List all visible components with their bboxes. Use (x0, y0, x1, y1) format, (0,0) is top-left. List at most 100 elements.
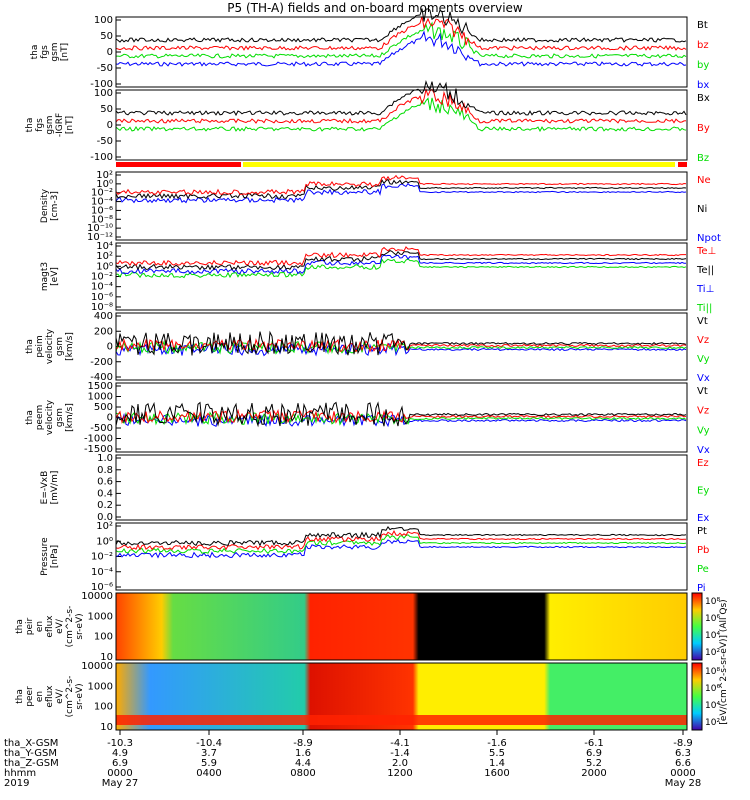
panel-frame (115, 382, 688, 453)
series-line-Vt (115, 401, 687, 428)
y-tick-label: 10⁴ (96, 241, 113, 252)
footer-value: 3.7 (201, 748, 217, 759)
y-tick-label: 10⁻² (91, 272, 113, 283)
series-line-Ne (115, 174, 687, 196)
legend-entry: Npot (697, 233, 721, 244)
ylabel-line: [nPa] (50, 545, 60, 568)
footer-value: May 27 (102, 778, 139, 789)
ylabel-line: magt3 (40, 262, 50, 291)
ylabel-line: E=-VxB (40, 471, 50, 505)
colorbar-tick-label: 10⁸ (705, 667, 720, 677)
spectrogram-image (116, 593, 687, 660)
footer-value: 5.5 (489, 748, 505, 759)
footer-value: 1200 (387, 768, 412, 779)
legend-entry: Vt (697, 386, 708, 397)
y-tick-label: 10⁻² (91, 188, 113, 199)
y-tick-label: 100 (94, 632, 113, 643)
legend-entry: bz (697, 40, 709, 51)
y-tick-label: 1.0 (97, 453, 113, 464)
ylabel-line: gsm (45, 115, 55, 134)
ylabel-line: tha (25, 118, 35, 133)
ylabel-line: gsm (55, 408, 65, 427)
footer-value: 0000 (670, 768, 695, 779)
legend-entry: Bx (697, 93, 710, 104)
mode-bar-slow (116, 162, 241, 167)
footer-value: May 28 (665, 778, 702, 789)
y-tick-label: 1000 (88, 611, 113, 622)
panel-10: tha peer en eflux eV/(cm^2-s-sr-eV) 10000 1000… (15, 661, 720, 733)
legend-entry: Ey (697, 486, 709, 497)
series-line-Vz (115, 408, 687, 425)
ylabel-line: tha (25, 410, 35, 425)
footer-value: -10.3 (107, 738, 133, 749)
y-tick-label: 0 (107, 120, 113, 131)
ylabel-line: sr-eV) (75, 613, 85, 639)
y-tick-label: 10⁰ (96, 179, 113, 190)
footer-value: 6.3 (675, 748, 691, 759)
panel-frame (115, 662, 688, 731)
series-line-Pt (115, 525, 687, 547)
legend-entry: Bz (697, 153, 709, 164)
legend-entry: by (697, 60, 709, 71)
footer-value: 4.9 (112, 748, 128, 759)
ylabel-line: tha (15, 619, 25, 634)
ylabel-line: peir (25, 617, 35, 635)
panel-3: Density [cm-3] 10²10⁰10⁻²10⁻⁴10⁻⁶10⁻⁸10⁻¹⁰… (40, 170, 721, 244)
ylabel-line: eV/ (55, 618, 65, 634)
legend-entry: Bt (697, 20, 708, 31)
y-tick-label: 10⁻⁶ (91, 582, 113, 593)
y-tick-label: -1500 (84, 444, 113, 455)
y-tick-label: 10⁻¹⁰ (87, 223, 113, 234)
y-tick-label: -400 (90, 372, 113, 383)
colorbar-tick-label: 10² (705, 718, 720, 728)
series-line-Pe (115, 534, 687, 555)
series-line-Pi (115, 538, 687, 559)
series-line-Bx (115, 79, 687, 117)
mode-bar-fast (243, 162, 675, 167)
panel-1: tha fgs gsm [nT] 100 50 0 -50 -100 Bt bz by bx (30, 8, 709, 91)
y-tick-label: -50 (97, 63, 113, 74)
legend-entry: By (697, 123, 710, 134)
series-line-Ni (115, 178, 687, 200)
ylabel-line: peer (25, 686, 35, 707)
footer-value: -4.1 (390, 738, 410, 749)
y-tick-label: 1000 (88, 681, 113, 692)
panel-frame (115, 89, 688, 161)
y-tick-label: 400 (94, 311, 113, 322)
ylabel-line: tha (25, 339, 35, 354)
legend-entry: Pt (697, 526, 707, 537)
y-tick-label: 50 (100, 31, 113, 42)
footer-value: 1600 (484, 768, 509, 779)
y-tick-label: 10⁻⁶ (91, 292, 113, 303)
panel-frame (115, 242, 688, 311)
footer-value: -8.9 (673, 738, 693, 749)
series-line-Vy (115, 411, 687, 426)
y-tick-label: 0 (107, 413, 113, 424)
legend-entry: Ex (697, 513, 709, 524)
legend-entry: Ez (697, 458, 709, 469)
footer-value: -1.6 (487, 738, 507, 749)
y-tick-label: -100 (90, 79, 113, 90)
series-line-bz (115, 16, 687, 51)
colorbar-tick-label: 10⁴ (705, 701, 720, 711)
y-tick-label: 10⁰ (96, 261, 113, 272)
y-tick-label: 0 (107, 342, 113, 353)
y-tick-label: 10 (100, 652, 113, 663)
legend-entry: Ne (697, 175, 711, 186)
ylabel-line: (cm^2-s- (65, 676, 75, 718)
ylabel-line: -IGRF (55, 113, 65, 137)
footer-value: 0400 (196, 768, 221, 779)
y-tick-label: -50 (97, 136, 113, 147)
legend-entry: Ti⊥ (696, 284, 714, 295)
ylabel-line: fgs (40, 45, 50, 59)
ylabel-line: fgs (35, 118, 45, 132)
ylabel-line: tha (15, 689, 25, 704)
y-tick-label: -200 (90, 357, 113, 368)
panel-9: tha peir en eflux eV/(cm^2-s-sr-eV) 10000 1000… (15, 591, 720, 663)
legend-entry: Ti|| (696, 303, 712, 314)
panel-frame (115, 312, 688, 381)
footer-row-label: tha_Y-GSM (4, 748, 57, 759)
legend-entry: Vy (697, 354, 710, 365)
y-tick-label: 100 (94, 88, 113, 99)
